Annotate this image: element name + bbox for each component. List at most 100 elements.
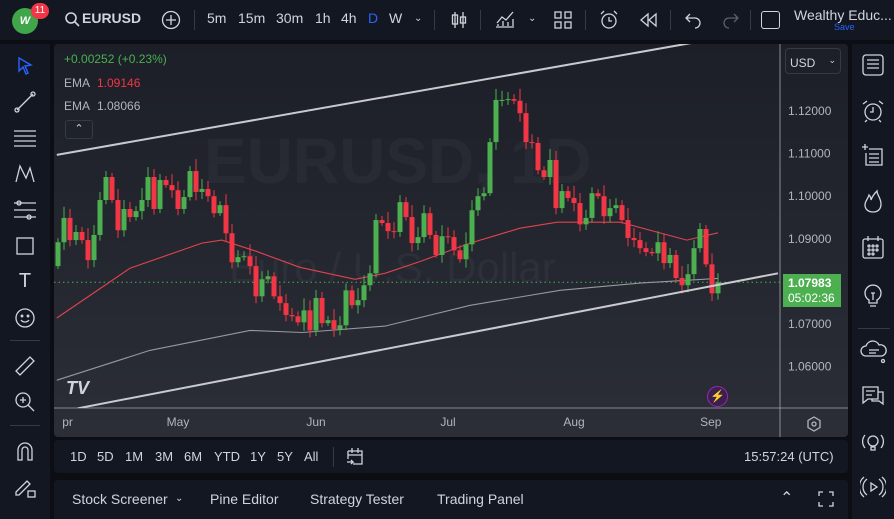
range-all[interactable]: All	[304, 449, 319, 464]
legend-ema1-label[interactable]: EMA	[64, 76, 91, 90]
candle-down	[289, 315, 295, 317]
tradingview-logo[interactable]: TV	[66, 378, 90, 398]
last-price: 1.07983	[788, 276, 832, 290]
range-5d[interactable]: 5D	[97, 449, 114, 464]
interval-4h[interactable]: 4h	[341, 10, 357, 26]
interval-w[interactable]: W	[389, 10, 403, 26]
candle-up	[397, 202, 403, 232]
indicators-icon[interactable]	[494, 9, 516, 29]
range-5y[interactable]: 5Y	[277, 449, 293, 464]
cursor-arrow-icon[interactable]	[13, 54, 37, 78]
candle-down	[109, 177, 115, 201]
alert-clock-icon[interactable]	[598, 9, 620, 31]
horizontal-lines-icon[interactable]	[13, 126, 37, 150]
tab-strategy-tester[interactable]: Strategy Tester	[310, 491, 404, 507]
account-name[interactable]: Wealthy Educ...	[794, 7, 892, 23]
chat-cloud-icon[interactable]	[860, 338, 887, 364]
layout-square-icon[interactable]	[761, 11, 780, 29]
candle-up	[613, 205, 619, 209]
go-to-date-calendar-icon[interactable]	[345, 446, 365, 466]
bottom-panel: Stock Screener ⌄ Pine Editor Strategy Te…	[54, 480, 848, 519]
candle-down	[277, 296, 283, 304]
zoom-in-icon[interactable]	[13, 390, 37, 414]
search-icon[interactable]	[64, 11, 80, 27]
candle-up	[73, 231, 79, 241]
candles-chart-type-icon[interactable]	[449, 10, 469, 30]
indicators-dropdown-chevron-icon[interactable]: ⌄	[528, 13, 537, 24]
utc-clock[interactable]: 15:57:24 (UTC)	[744, 449, 834, 464]
compare-symbol-icon[interactable]	[161, 10, 181, 30]
candle-up	[421, 213, 427, 238]
candle-up	[559, 191, 565, 209]
candle-up	[547, 159, 553, 178]
tab-trading-panel[interactable]: Trading Panel	[437, 491, 524, 507]
chart-settings-icon[interactable]	[806, 416, 822, 432]
ideas-lightbulb-icon[interactable]	[860, 282, 886, 308]
interval-d[interactable]: D	[368, 10, 379, 26]
tab-stock-screener[interactable]: Stock Screener	[72, 491, 168, 507]
maximize-panel-icon[interactable]	[818, 491, 834, 507]
ruler-icon[interactable]	[13, 354, 37, 378]
trend-line-icon[interactable]	[13, 90, 37, 114]
candle-up	[97, 200, 103, 235]
broadcast-play-icon[interactable]	[860, 474, 886, 500]
right-sidebar	[852, 44, 894, 519]
rectangle-shape-icon[interactable]	[13, 234, 37, 258]
tab-pine-editor[interactable]: Pine Editor	[210, 491, 279, 507]
candle-up	[133, 211, 139, 218]
symbol-search[interactable]: EURUSD	[82, 10, 142, 26]
interval-5m[interactable]: 5m	[207, 10, 227, 26]
candle-down	[445, 236, 451, 238]
candle-up	[187, 171, 193, 198]
replay-icon[interactable]	[638, 11, 658, 29]
candle-down	[517, 100, 523, 114]
emoji-icon[interactable]	[13, 306, 37, 330]
candle-down	[511, 99, 517, 101]
interval-1h[interactable]: 1h	[315, 10, 331, 26]
candle-up	[121, 208, 127, 231]
candle-up	[667, 254, 673, 264]
watchlist-icon[interactable]	[860, 52, 886, 78]
candle-down	[619, 205, 625, 221]
interval-dropdown-chevron-icon[interactable]: ⌄	[414, 13, 423, 24]
range-3m[interactable]: 3M	[155, 449, 174, 464]
expand-panel-chevron-up-icon[interactable]: ⌃	[780, 490, 794, 507]
add-object-tree-icon[interactable]	[860, 142, 886, 168]
currency-select[interactable]: USD ⌄	[785, 48, 841, 74]
interval-30m[interactable]: 30m	[276, 10, 304, 26]
top-toolbar: W 11 EURUSD 5m 15m 30m 1h 4h D W ⌄ ⌄ Wea…	[0, 0, 894, 40]
interval-15m[interactable]: 15m	[238, 10, 266, 26]
pattern-xabcd-icon[interactable]	[13, 162, 37, 186]
messages-icon[interactable]	[860, 384, 886, 410]
candle-down	[703, 229, 709, 265]
collapse-legend-button[interactable]: ⌃	[65, 120, 93, 139]
candle-up	[325, 320, 331, 324]
candle-down	[79, 231, 85, 241]
range-ytd[interactable]: YTD	[214, 449, 240, 464]
range-1y[interactable]: 1Y	[250, 449, 266, 464]
legend-ema2-label[interactable]: EMA	[64, 99, 91, 113]
templates-grid-icon[interactable]	[553, 10, 573, 30]
lock-drawings-icon[interactable]	[13, 476, 37, 500]
hotlist-flame-icon[interactable]	[860, 188, 886, 214]
alarm-clock-icon[interactable]	[860, 98, 886, 124]
undo-icon[interactable]	[684, 11, 702, 29]
candle-down	[223, 205, 229, 234]
magnet-icon[interactable]	[13, 440, 37, 464]
chart-panel[interactable]: EURUSD, 1D Euro / U.S. Dollar 1.120001.1…	[54, 44, 848, 437]
ema-slow-line	[56, 277, 719, 381]
calendar-icon[interactable]	[860, 234, 886, 260]
redo-icon[interactable]	[722, 11, 740, 29]
stock-screener-chevron-icon[interactable]: ⌄	[175, 493, 184, 504]
text-tool-icon[interactable]: T	[18, 270, 32, 292]
streams-lightbulb-broadcast-icon[interactable]	[860, 430, 886, 456]
price-plot[interactable]: 1.12000 1.11000 1.10000 1.09000 1.07000 1.060…	[54, 44, 848, 437]
lightning-alert-icon[interactable]: ⚡	[707, 386, 728, 407]
range-1m[interactable]: 1M	[125, 449, 144, 464]
candle-down	[529, 142, 535, 144]
range-1d[interactable]: 1D	[70, 449, 87, 464]
save-button[interactable]: Save	[834, 22, 855, 32]
candle-up	[61, 217, 67, 243]
range-6m[interactable]: 6M	[184, 449, 203, 464]
fib-retracement-icon[interactable]	[13, 198, 37, 222]
